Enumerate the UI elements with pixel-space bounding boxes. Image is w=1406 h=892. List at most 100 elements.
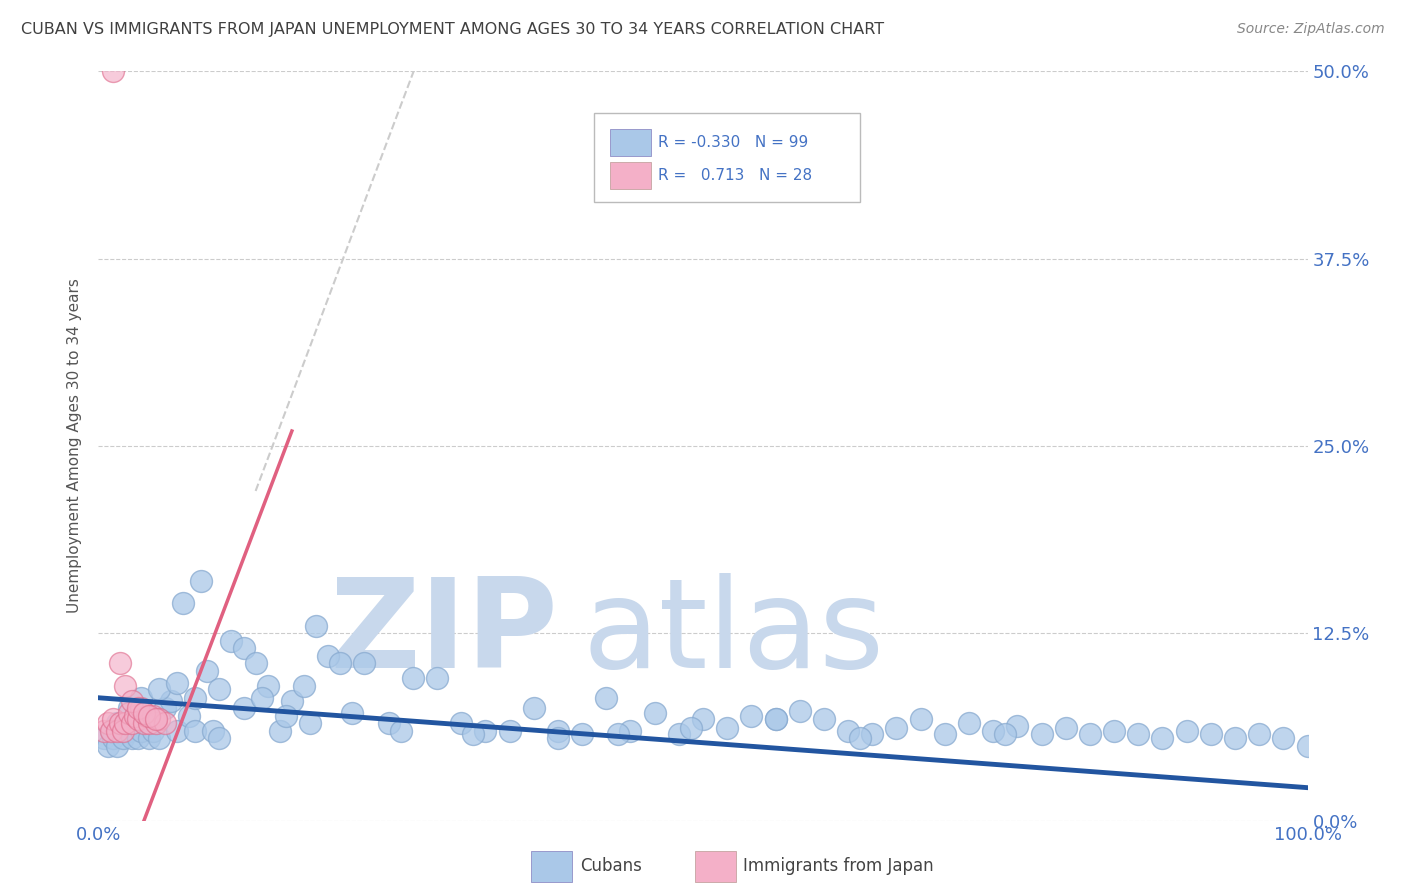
Point bbox=[860, 727, 883, 741]
Point bbox=[474, 723, 496, 738]
Point bbox=[184, 690, 207, 705]
Point bbox=[377, 716, 399, 731]
Point bbox=[121, 716, 143, 731]
Point bbox=[153, 701, 176, 715]
Point bbox=[716, 721, 738, 735]
Point bbox=[100, 723, 122, 738]
Point bbox=[160, 694, 183, 708]
Point bbox=[281, 694, 304, 708]
Point bbox=[463, 727, 485, 741]
Point bbox=[644, 706, 666, 720]
Point bbox=[108, 657, 131, 671]
Point bbox=[402, 671, 425, 685]
Point bbox=[138, 708, 160, 723]
Point bbox=[145, 712, 167, 726]
Point bbox=[105, 723, 128, 738]
Point bbox=[607, 727, 630, 741]
Point bbox=[981, 723, 1004, 738]
Point bbox=[97, 716, 120, 731]
Point bbox=[256, 679, 278, 693]
Point bbox=[93, 723, 115, 738]
Text: CUBAN VS IMMIGRANTS FROM JAPAN UNEMPLOYMENT AMONG AGES 30 TO 34 YEARS CORRELATIO: CUBAN VS IMMIGRANTS FROM JAPAN UNEMPLOYM… bbox=[21, 22, 884, 37]
FancyBboxPatch shape bbox=[610, 129, 651, 156]
Point bbox=[148, 712, 170, 726]
Point bbox=[595, 690, 617, 705]
Point bbox=[138, 731, 160, 746]
Point bbox=[121, 731, 143, 746]
Point bbox=[245, 657, 267, 671]
Point bbox=[1199, 727, 1222, 741]
Point bbox=[202, 723, 225, 738]
FancyBboxPatch shape bbox=[610, 162, 651, 189]
Point bbox=[221, 633, 243, 648]
Point bbox=[138, 716, 160, 731]
Point bbox=[274, 708, 297, 723]
Point bbox=[108, 716, 131, 731]
Point bbox=[148, 681, 170, 696]
Point bbox=[101, 64, 124, 78]
Point bbox=[166, 723, 188, 738]
Point bbox=[1054, 721, 1077, 735]
Point bbox=[1296, 739, 1319, 753]
Text: atlas: atlas bbox=[582, 573, 884, 694]
Point bbox=[740, 708, 762, 723]
Point bbox=[1102, 723, 1125, 738]
Point bbox=[124, 708, 146, 723]
Point bbox=[250, 690, 273, 705]
FancyBboxPatch shape bbox=[595, 112, 860, 202]
Point bbox=[111, 723, 134, 738]
Point bbox=[765, 712, 787, 726]
Point bbox=[813, 712, 835, 726]
Point bbox=[498, 723, 520, 738]
Point bbox=[269, 723, 291, 738]
Point bbox=[292, 679, 315, 693]
Text: R =   0.713   N = 28: R = 0.713 N = 28 bbox=[658, 168, 813, 183]
Point bbox=[837, 723, 859, 738]
Point bbox=[129, 723, 152, 738]
Text: Source: ZipAtlas.com: Source: ZipAtlas.com bbox=[1237, 22, 1385, 37]
Point bbox=[426, 671, 449, 685]
Point bbox=[1175, 723, 1198, 738]
Point bbox=[1007, 719, 1029, 733]
FancyBboxPatch shape bbox=[531, 851, 572, 882]
Point bbox=[100, 723, 122, 738]
Point bbox=[692, 712, 714, 726]
Point bbox=[148, 731, 170, 746]
Point bbox=[172, 596, 194, 610]
Point bbox=[305, 619, 328, 633]
Point bbox=[342, 706, 364, 720]
Point bbox=[145, 716, 167, 731]
Point bbox=[679, 721, 702, 735]
Point bbox=[118, 701, 141, 715]
Point bbox=[208, 681, 231, 696]
Point bbox=[619, 723, 641, 738]
Point bbox=[129, 701, 152, 715]
Point bbox=[934, 727, 956, 741]
Point bbox=[1128, 727, 1150, 741]
Point bbox=[97, 739, 120, 753]
Point bbox=[450, 716, 472, 731]
FancyBboxPatch shape bbox=[695, 851, 735, 882]
Point bbox=[316, 648, 339, 663]
Point bbox=[195, 664, 218, 678]
Point bbox=[142, 723, 165, 738]
Point bbox=[127, 701, 149, 715]
Point bbox=[1152, 731, 1174, 746]
Y-axis label: Unemployment Among Ages 30 to 34 years: Unemployment Among Ages 30 to 34 years bbox=[67, 278, 83, 614]
Point bbox=[994, 727, 1017, 741]
Point bbox=[134, 716, 156, 731]
Point bbox=[179, 708, 201, 723]
Point bbox=[114, 679, 136, 693]
Point bbox=[184, 723, 207, 738]
Point bbox=[299, 716, 322, 731]
Point bbox=[101, 712, 124, 726]
Point bbox=[127, 731, 149, 746]
Point bbox=[765, 712, 787, 726]
Point bbox=[105, 739, 128, 753]
Point bbox=[108, 723, 131, 738]
Point bbox=[849, 731, 872, 746]
Point bbox=[101, 731, 124, 746]
Point bbox=[523, 701, 546, 715]
Point bbox=[142, 708, 165, 723]
Point bbox=[1031, 727, 1053, 741]
